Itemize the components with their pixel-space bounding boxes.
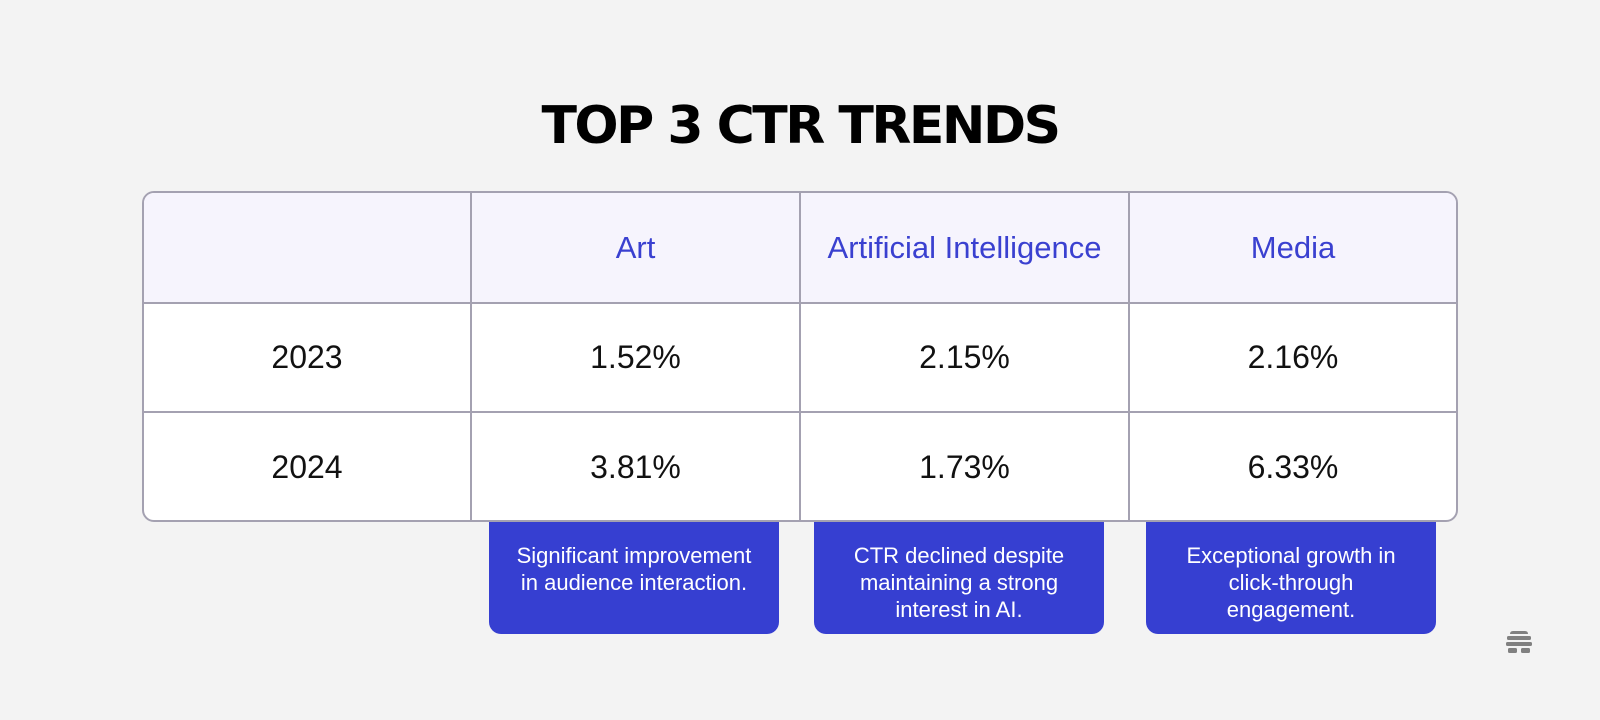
note-art: Significant improvement in audience inte… [489,522,779,634]
table-row: 2023 1.52% 2.15% 2.16% [144,302,1456,413]
cell-2024-media: 6.33% [1128,411,1456,520]
header-media: Media [1128,193,1456,304]
cell-2023-art: 1.52% [470,302,801,413]
header-art: Art [470,193,801,304]
header-empty-cell [144,193,472,304]
trend-notes: Significant improvement in audience inte… [0,522,1600,634]
note-ai: CTR declined despite maintaining a stron… [814,522,1104,634]
cell-2023-ai: 2.15% [799,302,1130,413]
cell-2024-ai: 1.73% [799,411,1130,520]
header-artificial-intelligence: Artificial Intelligence [799,193,1130,304]
note-media: Exceptional growth in click-through enga… [1146,522,1436,634]
ctr-table: Art Artificial Intelligence Media 2023 1… [142,191,1458,522]
chart-title: TOP 3 CTR TRENDS [541,96,1061,156]
beehive-icon [1506,631,1532,653]
row-label-2024: 2024 [144,411,472,520]
table-row: 2024 3.81% 1.73% 6.33% [144,411,1456,520]
cell-2023-media: 2.16% [1128,302,1456,413]
table-header-row: Art Artificial Intelligence Media [144,193,1456,304]
cell-2024-art: 3.81% [470,411,801,520]
row-label-2023: 2023 [144,302,472,413]
